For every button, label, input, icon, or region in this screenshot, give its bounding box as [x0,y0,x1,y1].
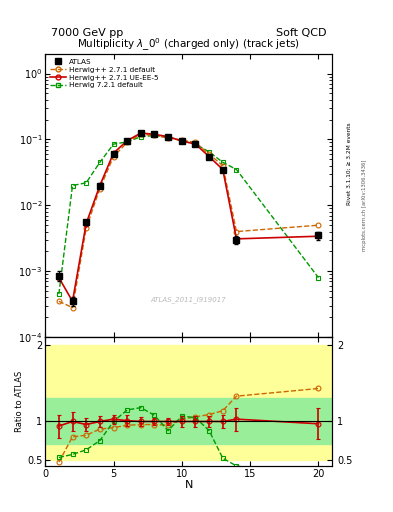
Bar [45,398,332,444]
Title: Multiplicity $\lambda\_0^0$ (charged only) (track jets): Multiplicity $\lambda\_0^0$ (charged onl… [77,36,300,53]
Text: Soft QCD: Soft QCD [276,28,326,38]
Text: mcplots.cern.ch [arXiv:1306.3436]: mcplots.cern.ch [arXiv:1306.3436] [362,159,367,250]
Text: 7000 GeV pp: 7000 GeV pp [51,28,123,38]
Legend: ATLAS, Herwig++ 2.7.1 default, Herwig++ 2.7.1 UE-EE-5, Herwig 7.2.1 default: ATLAS, Herwig++ 2.7.1 default, Herwig++ … [48,57,161,91]
Bar [45,345,332,460]
Text: ATLAS_2011_I919017: ATLAS_2011_I919017 [151,296,226,303]
Text: Rivet 3.1.10; ≥ 3.2M events: Rivet 3.1.10; ≥ 3.2M events [347,122,352,205]
X-axis label: N: N [184,480,193,490]
Y-axis label: Ratio to ATLAS: Ratio to ATLAS [15,371,24,432]
